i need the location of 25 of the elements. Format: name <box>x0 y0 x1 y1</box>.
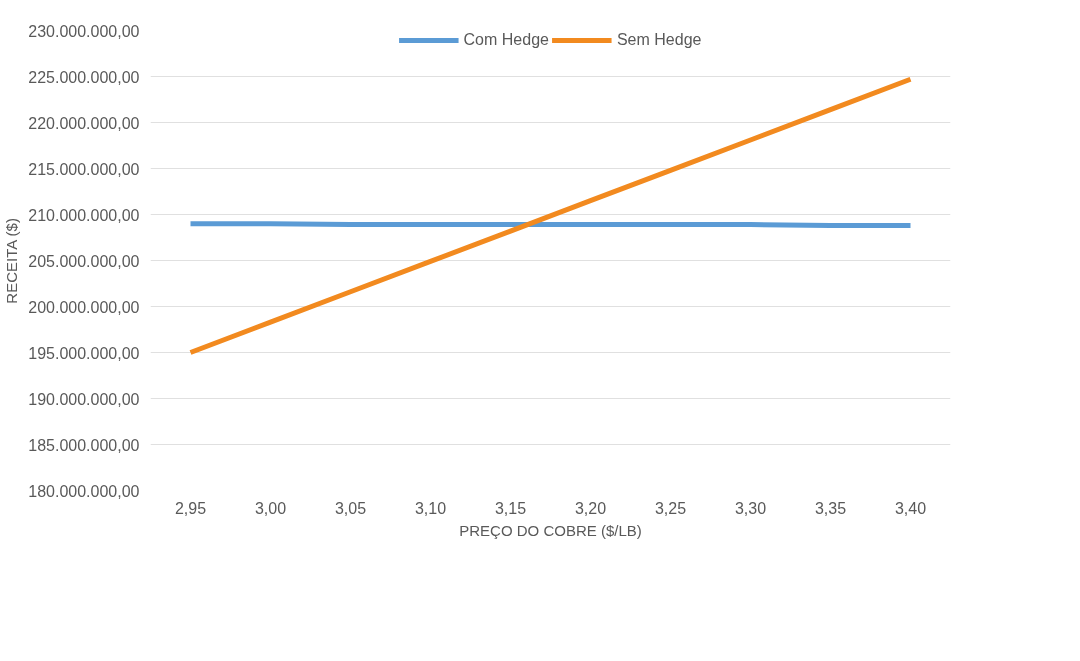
y-axis-title: RECEITA ($) <box>3 218 21 304</box>
x-tick-label: 2,95 <box>174 499 207 517</box>
x-tick-label: 3,05 <box>334 499 367 517</box>
x-tick-label: 3,30 <box>734 499 767 517</box>
x-tick-label: 3,35 <box>814 499 847 517</box>
y-tick-label: 185.000.000,00 <box>28 436 140 454</box>
legend-label: Com Hedge <box>463 31 549 49</box>
y-tick-label: 215.000.000,00 <box>28 160 140 178</box>
y-tick-label: 225.000.000,00 <box>28 68 140 86</box>
y-tick-label: 195.000.000,00 <box>28 344 140 362</box>
y-tick-label: 220.000.000,00 <box>28 114 140 132</box>
y-tick-label: 210.000.000,00 <box>28 206 140 224</box>
x-tick-label: 3,10 <box>414 499 447 517</box>
y-tick-label: 190.000.000,00 <box>28 390 140 408</box>
x-axis-title: PREÇO DO COBRE ($/LB) <box>459 521 642 539</box>
y-tick-label: 205.000.000,00 <box>28 252 140 270</box>
x-tick-label: 3,40 <box>894 499 927 517</box>
x-tick-label: 3,00 <box>254 499 287 517</box>
y-tick-label: 200.000.000,00 <box>28 298 140 316</box>
x-tick-label: 3,15 <box>494 499 527 517</box>
x-tick-label: 3,20 <box>574 499 607 517</box>
y-tick-label: 230.000.000,00 <box>28 22 140 40</box>
legend-label: Sem Hedge <box>616 31 702 49</box>
x-tick-label: 3,25 <box>654 499 687 517</box>
y-tick-label: 180.000.000,00 <box>28 482 140 500</box>
